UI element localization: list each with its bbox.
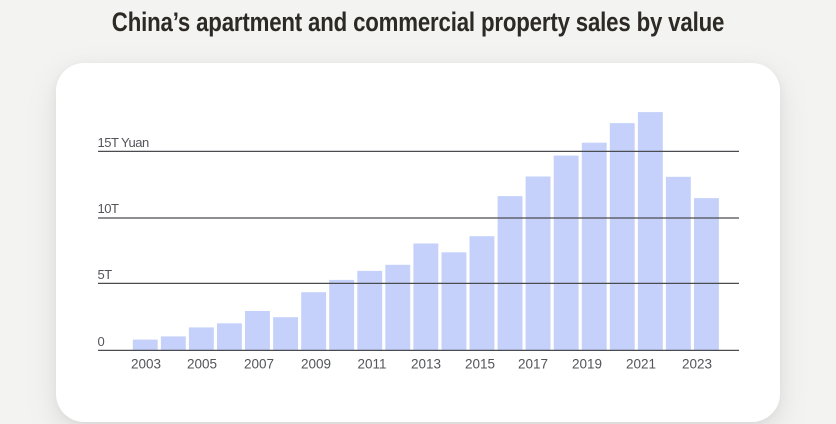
svg-text:2013: 2013 xyxy=(411,357,441,372)
svg-text:15T Yuan: 15T Yuan xyxy=(98,135,149,150)
svg-text:2005: 2005 xyxy=(187,357,217,372)
svg-text:2021: 2021 xyxy=(626,357,656,372)
svg-text:2017: 2017 xyxy=(518,357,548,372)
svg-text:2019: 2019 xyxy=(572,357,602,372)
svg-text:2009: 2009 xyxy=(301,357,331,372)
svg-text:10T: 10T xyxy=(98,201,119,216)
svg-text:2007: 2007 xyxy=(244,357,274,372)
svg-text:2023: 2023 xyxy=(682,357,712,372)
svg-text:0: 0 xyxy=(98,334,105,349)
svg-text:5T: 5T xyxy=(98,267,113,282)
svg-text:2011: 2011 xyxy=(357,357,386,372)
svg-text:2003: 2003 xyxy=(131,357,161,372)
svg-text:2015: 2015 xyxy=(465,357,495,372)
